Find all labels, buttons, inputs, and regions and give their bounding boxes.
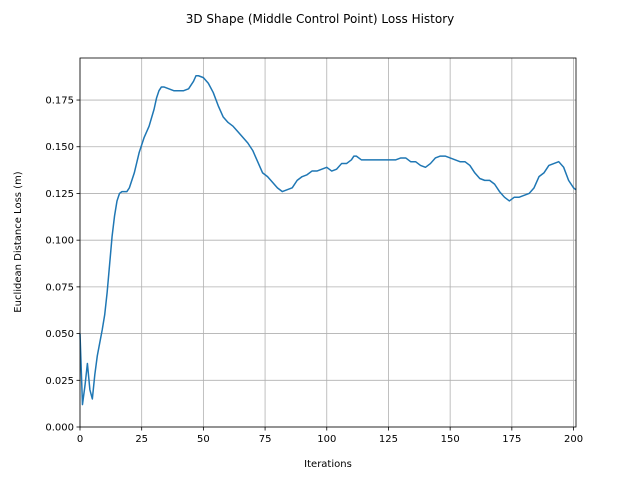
plot — [79, 75, 577, 406]
y-axis-label: Euclidean Distance Loss (m) — [13, 171, 24, 313]
loss-line — [79, 75, 577, 406]
y-tick-label: 0.050 — [45, 329, 74, 340]
y-tick-label: 0.000 — [45, 423, 74, 434]
y-tick-label: 0.150 — [45, 142, 74, 153]
x-tick-label: 100 — [317, 434, 336, 445]
axes-frame — [79, 57, 577, 428]
x-tick-label: 125 — [379, 434, 398, 445]
x-axis-label: Iterations — [304, 459, 352, 470]
x-tick-label: 75 — [259, 434, 272, 445]
x-tick-label: 50 — [197, 434, 210, 445]
grid — [79, 58, 576, 428]
x-tick-label: 200 — [564, 434, 583, 445]
y-tick-label: 0.125 — [45, 189, 74, 200]
x-tick-label: 175 — [502, 434, 521, 445]
x-tick-label: 0 — [77, 434, 83, 445]
chart-title: 3D Shape (Middle Control Point) Loss His… — [186, 12, 455, 26]
x-tick-label: 150 — [441, 434, 460, 445]
y-tick-label: 0.100 — [45, 236, 74, 247]
y-tick-label: 0.025 — [45, 376, 74, 387]
y-tick-label: 0.175 — [45, 96, 74, 107]
y-tick-label: 0.075 — [45, 282, 74, 293]
x-tick-label: 25 — [135, 434, 148, 445]
